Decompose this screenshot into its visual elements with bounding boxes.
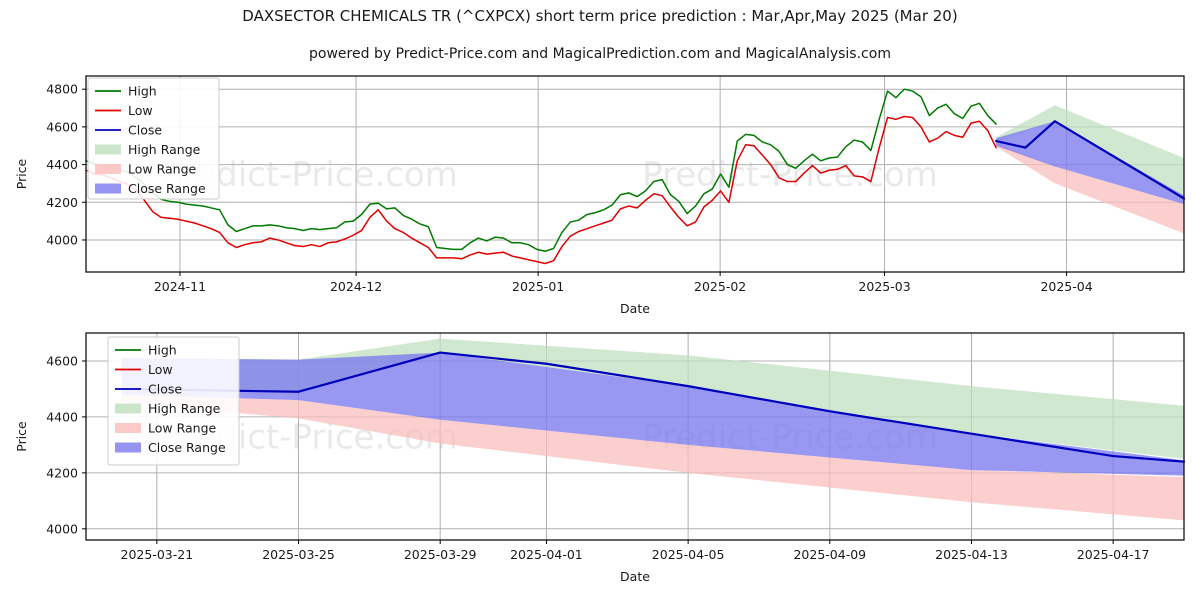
- bottom-chart-legend: High Low Close High Range Low Range Close Ran…: [107, 336, 240, 466]
- top-chart-xtick-label: 2024-11: [154, 279, 206, 294]
- bottom-chart-band-high-range: [121, 338, 1185, 459]
- bottom-chart-xtick-label: 2025-04-05: [652, 547, 725, 562]
- top-chart-line-high: [85, 88, 997, 253]
- legend-swatch-low-range-icon: [95, 164, 121, 174]
- bottom-chart-ytick-label: 4200: [46, 465, 78, 480]
- bottom-chart-band-low-range: [121, 394, 1185, 521]
- top-chart-ytick-label: 4400: [46, 157, 78, 172]
- top-chart-y-axis-label: Price: [14, 158, 29, 189]
- top-chart-band-close-range: [996, 121, 1184, 205]
- legend-label-high-range: High Range: [148, 401, 221, 416]
- bottom-chart-xtick-label: 2025-04-13: [935, 547, 1008, 562]
- legend-label-low-range: Low Range: [128, 162, 197, 177]
- bottom-chart-xtick-label: 2025-03-21: [121, 547, 194, 562]
- top-chart-line-close: [995, 120, 1186, 200]
- bottom-chart-xtick-label: 2025-03-29: [404, 547, 477, 562]
- bottom-chart-x-axis-label: Date: [620, 569, 650, 584]
- legend-swatch-high-range-icon: [95, 144, 121, 155]
- top-chart: Predict-Price.com Predict-Price.com400042…: [14, 75, 1186, 316]
- legend-label-high: High: [148, 343, 177, 358]
- legend-label-close: Close: [148, 382, 182, 397]
- bottom-chart-xtick-label: 2025-04-01: [510, 547, 583, 562]
- legend-label-high-range: High Range: [128, 142, 201, 157]
- top-chart-xtick-label: 2025-01: [512, 279, 564, 294]
- bottom-chart-plot-frame: [85, 332, 1185, 541]
- top-chart-band-low-range: [996, 142, 1184, 234]
- top-chart-legend: High Low Close High Range Low Range Close Ran…: [87, 77, 220, 200]
- top-chart-xtick-label: 2025-03: [858, 279, 910, 294]
- legend-swatch-low-range-icon: [115, 423, 141, 433]
- top-chart-xtick-label: 2025-04: [1040, 279, 1092, 294]
- page-subtitle: powered by Predict-Price.com and Magical…: [309, 46, 891, 62]
- bottom-chart-ytick-label: 4000: [46, 521, 78, 536]
- legend-label-high: High: [128, 84, 157, 99]
- top-chart-plot-background: [86, 76, 1184, 272]
- legend-label-low-range: Low Range: [148, 421, 217, 436]
- legend-label-low: Low: [128, 103, 153, 118]
- top-chart-x-axis-label: Date: [620, 301, 650, 316]
- bottom-chart-xtick-label: 2025-03-25: [262, 547, 335, 562]
- page-title: DAXSECTOR CHEMICALS TR (^CXPCX) short te…: [242, 7, 958, 25]
- top-chart-xtick-label: 2024-12: [330, 279, 382, 294]
- bottom-chart-line-close: [120, 351, 1186, 463]
- legend-swatch-high-range-icon: [115, 403, 141, 414]
- bottom-chart-xtick-label: 2025-04-17: [1077, 547, 1150, 562]
- watermark-text: Predict-Price.com: [642, 155, 938, 195]
- legend-swatch-close-range-icon: [115, 442, 141, 453]
- top-chart-ytick-label: 4600: [46, 119, 78, 134]
- bottom-chart-y-axis-label: Price: [14, 421, 29, 452]
- top-chart-ytick-label: 4200: [46, 195, 78, 210]
- bottom-chart-ytick-label: 4600: [46, 353, 78, 368]
- bottom-chart-ytick-label: 4400: [46, 409, 78, 424]
- bottom-chart-band-close-range: [121, 352, 1185, 476]
- bottom-chart: Predict-Price.comPredict-Price.com400042…: [14, 332, 1186, 584]
- legend-label-close-range: Close Range: [148, 440, 226, 455]
- legend-label-close: Close: [128, 123, 162, 138]
- legend-label-close-range: Close Range: [128, 181, 206, 196]
- top-chart-ytick-label: 4800: [46, 82, 78, 97]
- top-chart-xtick-label: 2025-02: [694, 279, 746, 294]
- top-chart-ytick-label: 4000: [46, 232, 78, 247]
- top-chart-plot-frame: [85, 75, 1185, 273]
- legend-label-low: Low: [148, 362, 173, 377]
- top-chart-band-high-range: [996, 105, 1184, 198]
- bottom-chart-xtick-label: 2025-04-09: [793, 547, 866, 562]
- top-chart-line-low: [85, 115, 997, 265]
- legend-swatch-close-range-icon: [95, 183, 121, 194]
